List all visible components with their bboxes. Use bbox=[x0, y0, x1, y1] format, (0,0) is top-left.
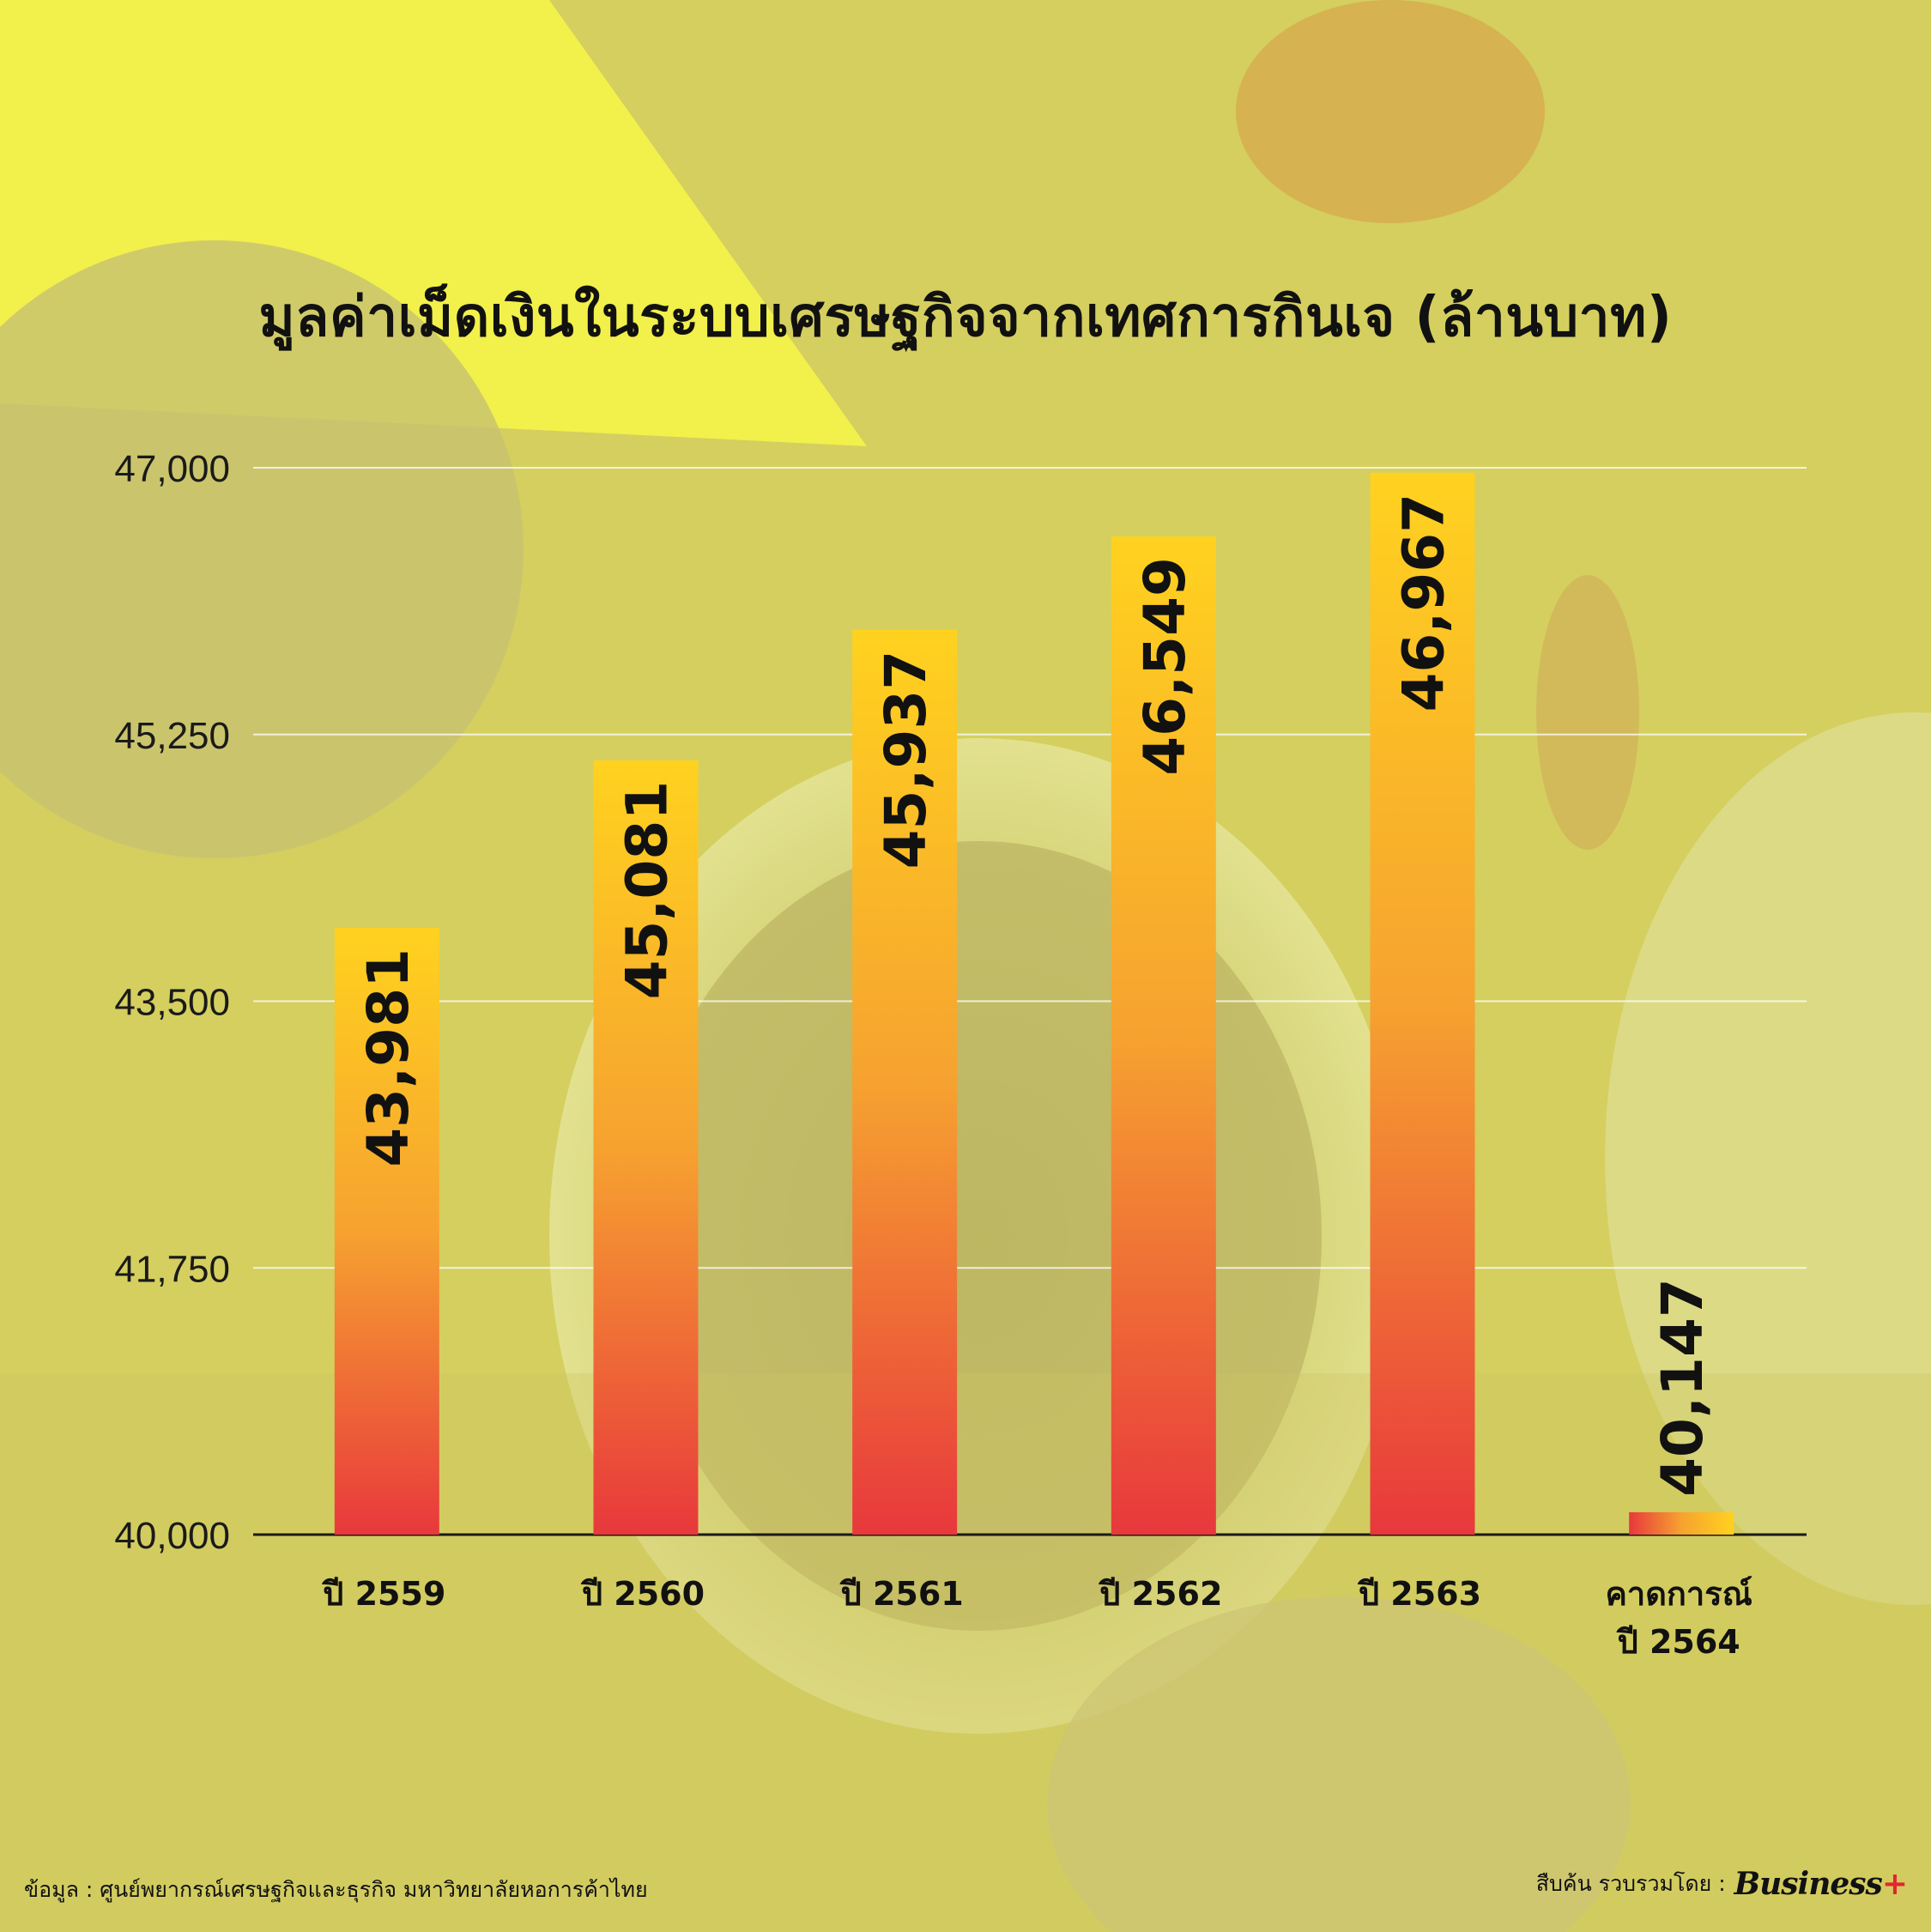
logo-text: Business bbox=[1734, 1866, 1883, 1902]
x-tick-label: ปี 2564 bbox=[1616, 1623, 1740, 1661]
y-tick-label: 45,250 bbox=[114, 715, 230, 757]
data-label: 45,937 bbox=[873, 651, 939, 869]
bar bbox=[852, 629, 958, 1535]
x-axis-ticks: ปี 2559 ปี 2560 ปี 2561 ปี 2562 ปี 2563 คาดกา… bbox=[322, 1575, 1752, 1661]
y-tick-label: 40,000 bbox=[114, 1515, 230, 1557]
data-label: 46,549 bbox=[1132, 557, 1198, 776]
business-plus-logo: Business+ bbox=[1734, 1866, 1908, 1902]
x-tick-label: ปี 2559 bbox=[322, 1575, 446, 1613]
chart-title: มูลค่าเม็ดเงินในระบบเศรษฐกิจจากเทศการกิน… bbox=[258, 286, 1673, 349]
x-tick-label: ปี 2563 bbox=[1357, 1575, 1481, 1613]
bar bbox=[593, 760, 699, 1535]
gridlines bbox=[253, 467, 1807, 1536]
x-tick-label: ปี 2561 bbox=[839, 1575, 964, 1613]
data-label: 43,981 bbox=[355, 948, 421, 1167]
bar bbox=[334, 928, 439, 1535]
x-tick-label: คาดการณ์ bbox=[1605, 1575, 1752, 1613]
credit-note: สืบค้น รวบรวมโดย : Business+ bbox=[1535, 1866, 1908, 1902]
data-label: 46,967 bbox=[1391, 494, 1457, 712]
bar bbox=[1629, 1511, 1734, 1535]
source-note: ข้อมูล : ศูนย์พยากรณ์เศรษฐกิจและธุรกิจ ม… bbox=[24, 1877, 648, 1902]
bar bbox=[1111, 536, 1216, 1535]
x-tick-label: ปี 2560 bbox=[580, 1575, 705, 1613]
bars bbox=[334, 472, 1734, 1535]
x-tick-label: ปี 2562 bbox=[1099, 1575, 1223, 1613]
y-axis-ticks: 40,000 41,750 43,500 45,250 47,000 bbox=[114, 448, 230, 1557]
data-label: 40,147 bbox=[1650, 1278, 1716, 1497]
data-labels: 43,981 45,081 45,937 46,549 46,967 40,147 bbox=[355, 494, 1716, 1497]
credit-text: สืบค้น รวบรวมโดย : bbox=[1535, 1871, 1726, 1896]
data-label: 45,081 bbox=[614, 781, 681, 1000]
y-tick-label: 43,500 bbox=[114, 982, 230, 1024]
bar bbox=[1370, 472, 1475, 1535]
y-tick-label: 47,000 bbox=[114, 448, 230, 490]
logo-plus: + bbox=[1881, 1866, 1908, 1902]
y-tick-label: 41,750 bbox=[114, 1248, 230, 1290]
